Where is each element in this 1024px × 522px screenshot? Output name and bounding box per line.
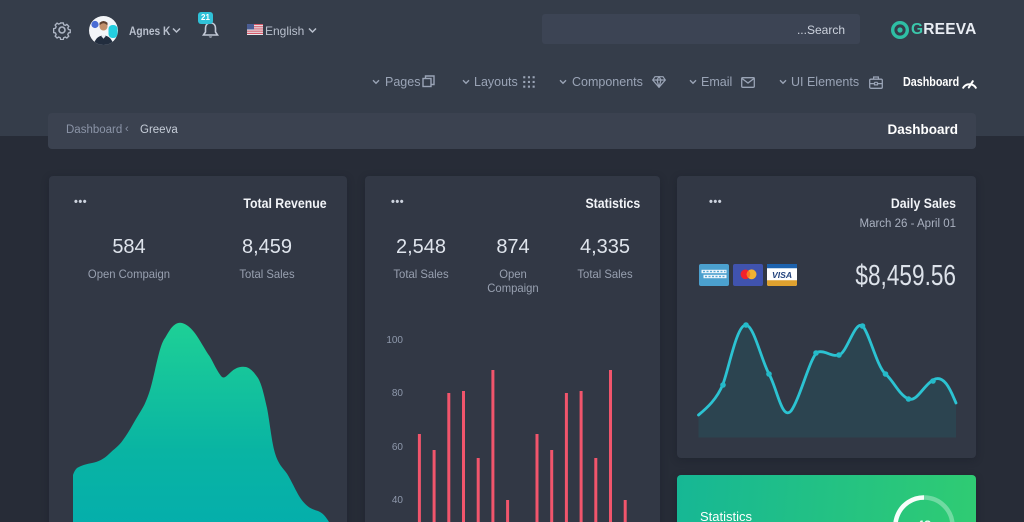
svg-text:60: 60 <box>392 442 404 453</box>
svg-text:80: 80 <box>392 388 404 399</box>
svg-text:VISA: VISA <box>772 270 792 280</box>
svg-text:48: 48 <box>917 518 931 522</box>
svg-text:40: 40 <box>392 495 404 506</box>
svg-text:100: 100 <box>386 335 403 346</box>
